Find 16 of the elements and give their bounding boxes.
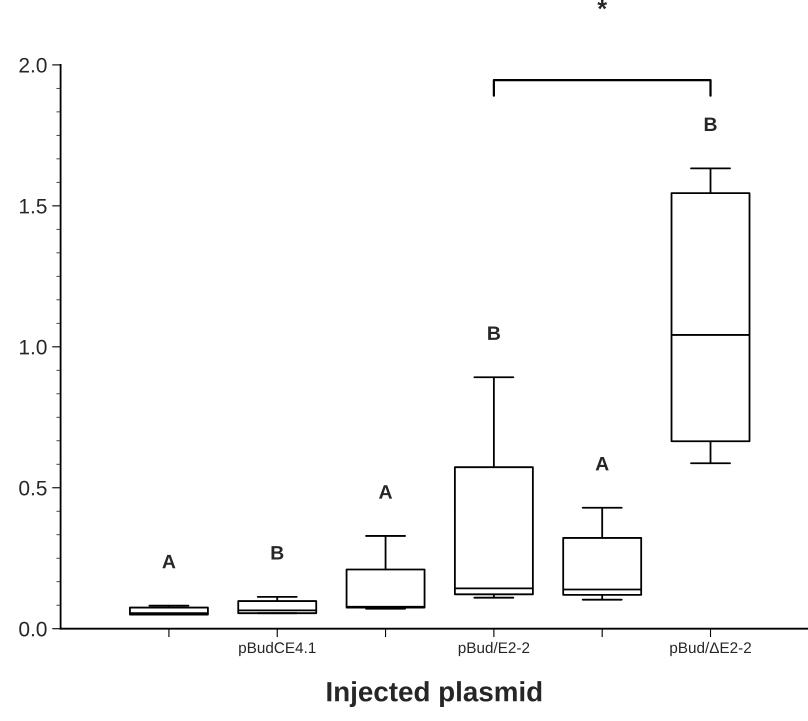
annotation: A <box>596 457 609 470</box>
annotation: A <box>379 485 392 499</box>
x-tick-label: pBud/ΔE2-2 <box>670 642 751 656</box>
annotation: B <box>488 326 500 340</box>
y-tick-label: 0.0 <box>19 622 47 636</box>
y-tick-label: 2.0 <box>19 58 47 73</box>
text: * <box>597 0 608 10</box>
x-tick-label: pBud/E2-2 <box>458 642 530 656</box>
y-tick-label: 1.0 <box>20 340 47 355</box>
x-tick-label: pBudCE4.1 <box>239 642 316 656</box>
annotation: A <box>162 554 176 568</box>
y-tick-label: 1.5 <box>20 199 47 214</box>
x-axis-title: Injected plasmid <box>327 681 542 708</box>
annotation: B <box>704 118 717 131</box>
y-tick-label: 0.5 <box>19 480 47 496</box>
annotation: B <box>272 546 284 560</box>
